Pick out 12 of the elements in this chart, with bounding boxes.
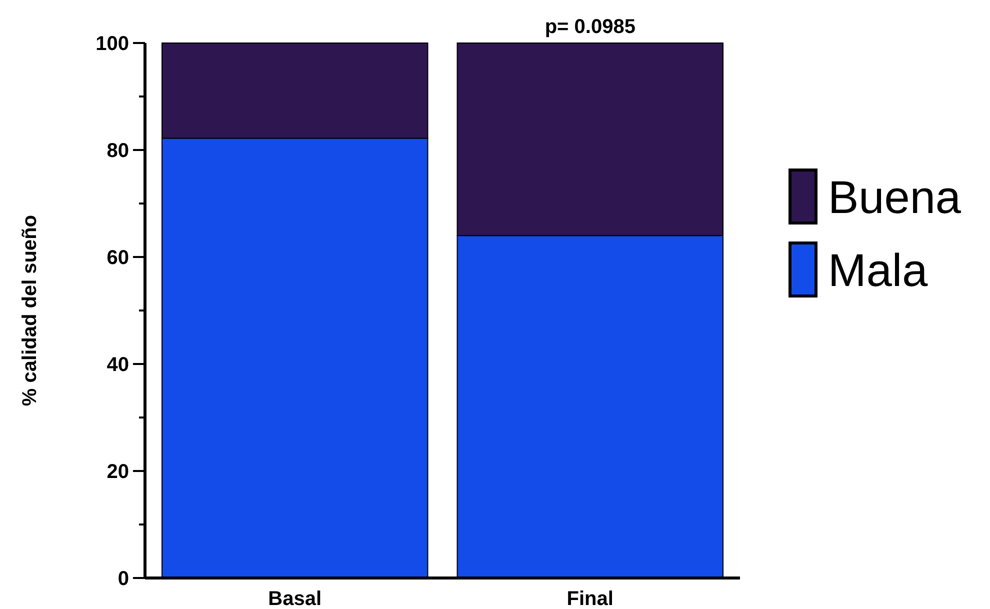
y-tick-label: 20: [106, 461, 129, 483]
y-tick-label: 0: [118, 568, 129, 590]
x-tick-label: Basal: [268, 588, 322, 609]
y-tick-label: 100: [96, 33, 129, 55]
y-axis-title: % calidad del sueño: [19, 214, 41, 406]
legend-label: Mala: [828, 244, 928, 296]
y-tick-label: 80: [106, 140, 129, 162]
annotation: p= 0.0985: [544, 16, 636, 38]
x-tick-label: Final: [566, 588, 614, 609]
legend-label: Buena: [828, 171, 962, 224]
y-tick-label: 60: [106, 247, 129, 269]
y-tick-label: 40: [106, 354, 129, 376]
